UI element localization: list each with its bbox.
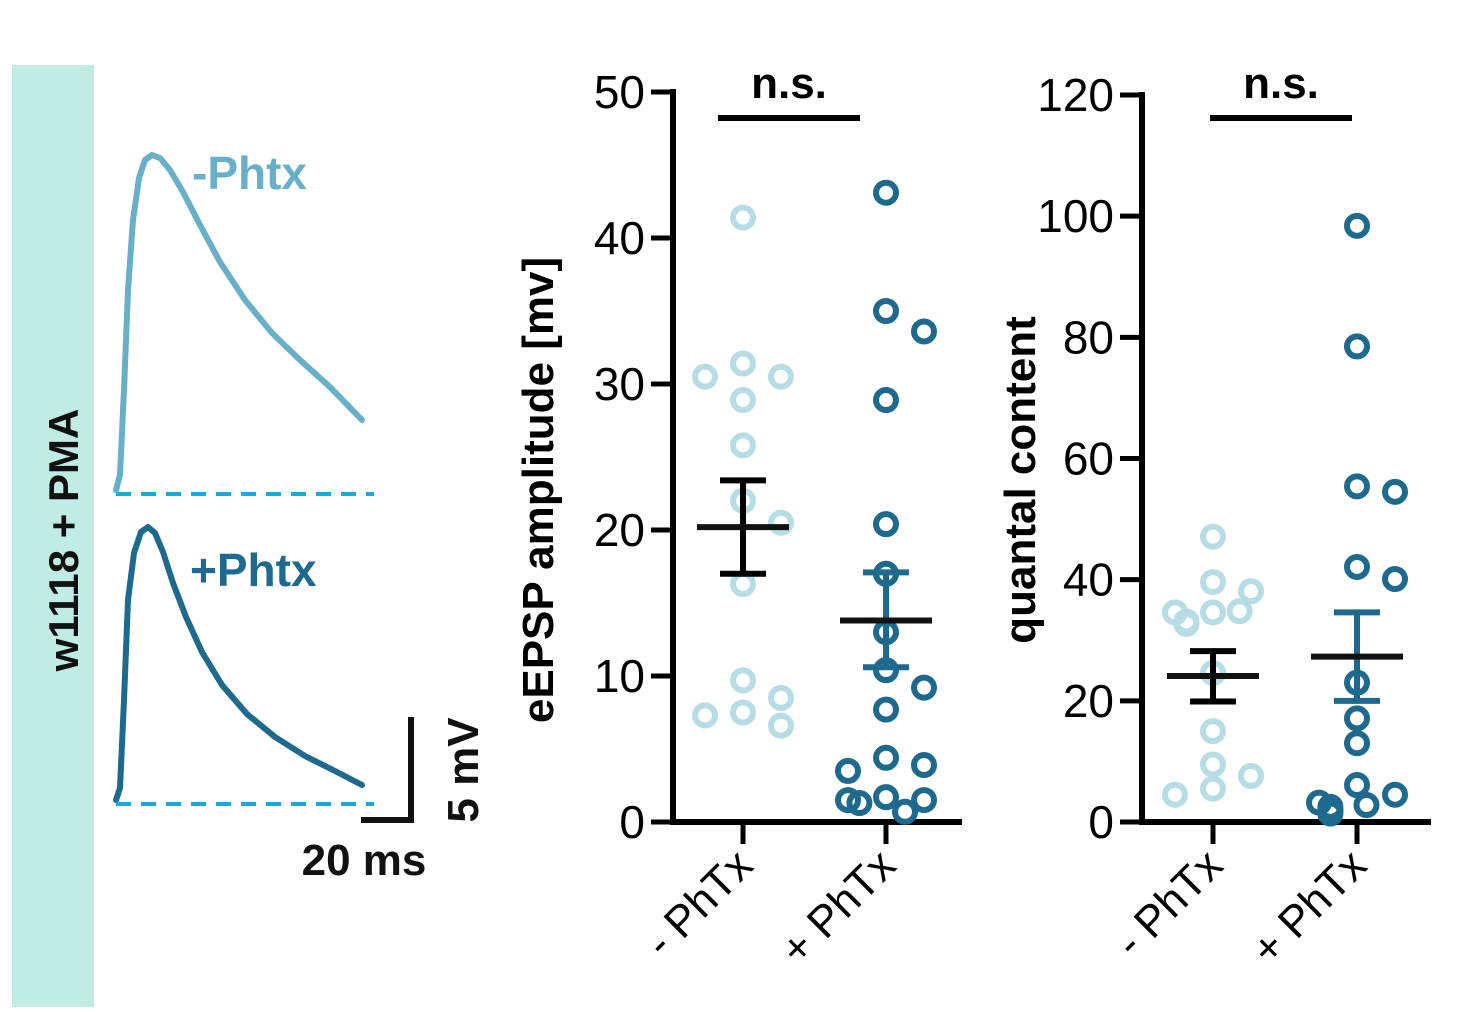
data-point [1317,800,1344,827]
data-point [911,787,937,814]
trace-minus-phtx [113,152,365,493]
data-point [730,571,756,598]
data-point [873,511,899,538]
chart-quantal-content: 0 20 40 60 80 100 120 quantal content - PhTx + Ph… [996,59,1431,975]
data-point [1200,599,1226,626]
data-point [1344,772,1370,799]
data-point [873,387,899,414]
y-axis-label: quantal content [996,316,1045,644]
y-tick-label: 30 [594,358,645,410]
y-tick-label: 50 [594,66,645,118]
data-point [1344,212,1370,239]
data-point [1353,792,1380,819]
data-point [1226,598,1253,625]
data-point [1344,730,1370,757]
data-point [730,667,756,694]
trace-plus-label: +Phtx [190,544,317,596]
data-point [730,387,756,414]
data-point [1200,718,1226,745]
y-tick-label: 0 [619,796,645,848]
y-tick-label: 20 [594,504,645,556]
y-tick-label: 40 [1063,554,1114,606]
data-point [873,298,899,324]
data-point [1200,523,1226,550]
traces-panel: -Phtx +Phtx 20 ms 5 mV [113,147,488,885]
data-point [692,702,718,729]
data-point [1238,762,1264,789]
data-point [730,204,756,231]
data-point [730,432,756,459]
data-point [911,318,937,345]
data-point [768,684,794,711]
trace-plus-phtx [113,524,365,803]
significance-label: n.s. [751,59,827,108]
data-point [1238,578,1264,605]
scale-x-label: 20 ms [302,836,427,885]
data-point [835,787,861,814]
data-point [692,363,718,390]
data-point [1382,781,1408,808]
data-point [835,757,861,784]
data-point [873,696,899,723]
data-point [768,363,794,390]
data-point [873,179,899,206]
y-tick-label: 80 [1063,311,1114,363]
data-point [1200,751,1226,778]
x-tick-label: + PhTx [1242,840,1376,974]
trace-minus-label: -Phtx [192,147,307,199]
y-tick-label: 10 [594,650,645,702]
x-tick-label: - PhTx [636,840,762,966]
data-point [1344,705,1370,732]
y-tick-label: 0 [1088,796,1114,848]
data-point [768,509,794,536]
genotype-band [12,65,94,1007]
scale-bar [361,717,414,823]
data-point [1344,473,1370,500]
y-tick-label: 20 [1063,675,1114,727]
data-point [892,798,918,825]
data-point [1344,553,1370,580]
data-point [911,752,937,779]
scale-y-label: 5 mV [439,717,488,823]
data-point [873,744,899,771]
genotype-label: w1118 + PMA [40,409,87,673]
data-point [730,699,756,726]
y-axis-label: eEPSP amplitude [mv] [514,257,563,723]
data-point [1382,566,1408,593]
significance-label: n.s. [1243,59,1319,108]
data-point [768,712,794,739]
y-tick-label: 120 [1037,69,1114,121]
data-point [1200,569,1226,596]
y-tick-label: 60 [1063,433,1114,485]
data-point [911,674,937,701]
y-tick-label: 40 [594,212,645,264]
y-tick-label: 100 [1037,190,1114,242]
data-point [1173,610,1200,637]
data-point [1344,333,1370,360]
data-point [730,350,756,377]
x-tick-label: - PhTx [1106,840,1232,966]
data-point [873,784,899,811]
data-point [1382,478,1408,505]
data-point [1200,775,1226,802]
chart-eepsp-amplitude: 0 10 20 30 40 50 eEPSP amplitude [mv] - PhTx + P… [514,59,962,975]
data-point [846,790,873,817]
x-tick-label: + PhTx [771,840,905,974]
data-point [1162,781,1188,808]
